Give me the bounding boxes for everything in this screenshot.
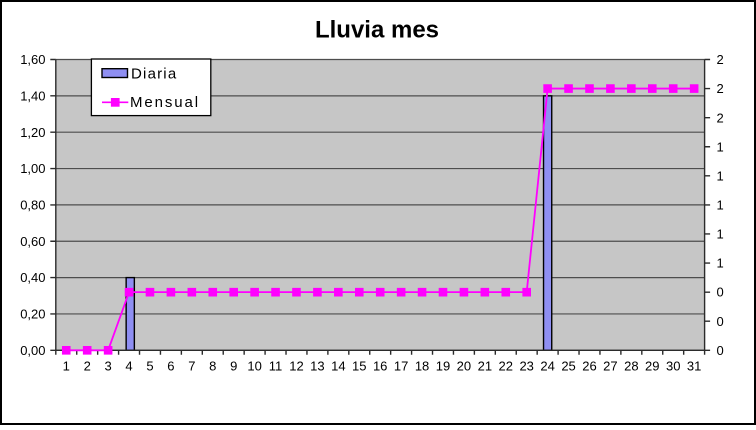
svg-text:25: 25 — [561, 359, 575, 374]
svg-text:21: 21 — [478, 359, 492, 374]
svg-text:10: 10 — [247, 359, 261, 374]
svg-text:18: 18 — [415, 359, 429, 374]
svg-text:0,00: 0,00 — [20, 343, 45, 358]
svg-text:15: 15 — [352, 359, 366, 374]
svg-text:16: 16 — [373, 359, 387, 374]
svg-text:2: 2 — [717, 110, 724, 125]
svg-text:12: 12 — [289, 359, 303, 374]
svg-text:23: 23 — [519, 359, 533, 374]
svg-text:0,20: 0,20 — [20, 307, 45, 322]
svg-text:29: 29 — [645, 359, 659, 374]
svg-text:19: 19 — [436, 359, 450, 374]
svg-text:2: 2 — [717, 81, 724, 96]
svg-text:1: 1 — [717, 139, 724, 154]
svg-text:0,80: 0,80 — [20, 198, 45, 213]
svg-text:0: 0 — [717, 314, 724, 329]
svg-text:27: 27 — [603, 359, 617, 374]
svg-text:8: 8 — [209, 359, 216, 374]
svg-text:1: 1 — [717, 198, 724, 213]
svg-text:4: 4 — [125, 359, 132, 374]
svg-text:17: 17 — [394, 359, 408, 374]
svg-text:2: 2 — [84, 359, 91, 374]
svg-text:1,20: 1,20 — [20, 125, 45, 140]
svg-text:7: 7 — [188, 359, 195, 374]
svg-text:Mensual: Mensual — [130, 94, 200, 111]
svg-text:1: 1 — [717, 168, 724, 183]
svg-text:11: 11 — [269, 359, 283, 374]
svg-text:26: 26 — [582, 359, 596, 374]
svg-text:1: 1 — [63, 359, 70, 374]
svg-text:0: 0 — [717, 285, 724, 300]
svg-text:Lluvia mes: Lluvia mes — [315, 17, 439, 44]
svg-text:3: 3 — [105, 359, 112, 374]
svg-text:31: 31 — [687, 359, 701, 374]
svg-text:1,40: 1,40 — [20, 88, 45, 103]
svg-text:9: 9 — [230, 359, 237, 374]
svg-text:1,60: 1,60 — [20, 52, 45, 67]
svg-text:2: 2 — [717, 52, 724, 67]
svg-text:13: 13 — [310, 359, 324, 374]
svg-text:1,00: 1,00 — [20, 161, 45, 176]
svg-text:20: 20 — [457, 359, 471, 374]
svg-text:0: 0 — [717, 343, 724, 358]
svg-text:24: 24 — [540, 359, 554, 374]
svg-text:Diaria: Diaria — [131, 66, 177, 83]
svg-text:28: 28 — [624, 359, 638, 374]
svg-text:1: 1 — [717, 256, 724, 271]
svg-text:1: 1 — [717, 227, 724, 242]
svg-text:0,40: 0,40 — [20, 270, 45, 285]
svg-text:14: 14 — [331, 359, 345, 374]
svg-text:22: 22 — [499, 359, 513, 374]
svg-text:0,60: 0,60 — [20, 234, 45, 249]
svg-text:30: 30 — [666, 359, 680, 374]
svg-text:6: 6 — [167, 359, 174, 374]
svg-text:5: 5 — [146, 359, 153, 374]
